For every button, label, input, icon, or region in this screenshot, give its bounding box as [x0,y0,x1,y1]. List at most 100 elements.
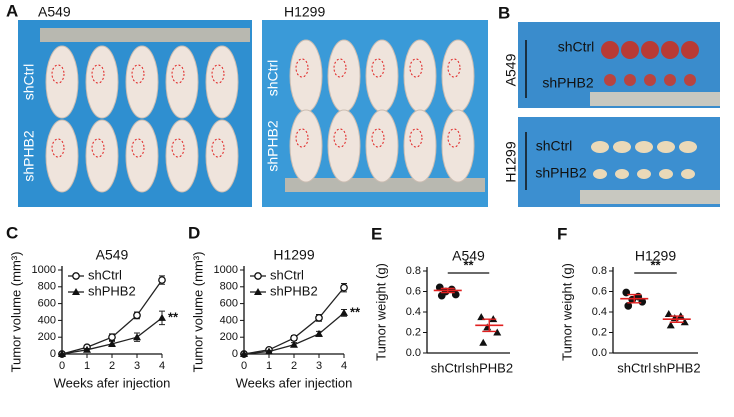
ruler [285,178,485,192]
y-tick-label: 600 [220,298,238,310]
tumor-outline [447,128,461,148]
y-tick-label: 1000 [32,264,56,276]
marker [493,328,502,336]
marker [133,333,141,341]
y-tick-label: 200 [220,331,238,343]
y-tick-label: 0.8 [592,265,607,277]
tumor-outline [131,64,145,84]
ruler [40,28,250,42]
panel-label: A [6,1,18,20]
tumor [664,74,676,86]
tumor [604,74,616,86]
y-tick-label: 0.4 [406,306,421,318]
marker [158,276,166,284]
marker [108,339,116,347]
chart-title: A549 [452,248,485,264]
chart-title: A549 [96,247,129,263]
mouse [45,119,79,193]
tumor [624,74,636,86]
marker [477,313,486,321]
tumor-outline [211,138,225,158]
group-label: shCtrl [265,60,281,97]
legend-marker [72,288,80,295]
y-tick-label: 400 [220,314,238,326]
photo-panels: A B A549 H1299 shCtrl shPHB2 shCtrl shPH… [6,1,720,207]
legend-marker [72,272,80,280]
mouse [125,119,159,193]
marker [638,297,647,306]
marker [435,283,444,292]
tumor-outline [51,64,65,84]
group-label: shCtrl [536,138,573,154]
y-tick-label: 600 [38,298,56,310]
cell-label: H1299 [503,141,519,182]
annotation: ** [650,257,661,272]
mouse [45,45,79,119]
tumor-outline [91,138,105,158]
tumor-outline [333,128,347,148]
panel-label: C [6,223,18,242]
panel-label: B [498,3,510,22]
tumor [635,141,653,153]
tumor [591,141,609,153]
tumor-outline [371,128,385,148]
mouse [441,39,475,113]
tumor [637,169,651,179]
x-tick-label: 2 [109,360,115,372]
group-label: shPHB2 [265,120,281,172]
tumor [601,41,619,59]
y-tick-label: 0.2 [592,326,607,338]
marker [340,308,348,316]
annotation: ** [463,257,474,272]
x-tick-label: shCtrl [617,360,651,375]
sem-bar [627,293,642,304]
marker [158,313,166,321]
panel-label: D [188,223,200,242]
x-tick-label: 0 [59,360,65,372]
y-tick-label: 1000 [214,264,238,276]
tumor [681,169,695,179]
mouse [165,45,199,119]
mouse [441,109,475,183]
marker [664,310,673,318]
tumor-outline [295,58,309,78]
mouse [85,119,119,193]
mouse [289,109,323,183]
tumor [661,41,679,59]
y-tick-label: 400 [38,314,56,326]
tumor-outline [171,138,185,158]
marker [58,350,66,357]
y-tick-label: 200 [38,331,56,343]
x-tick-label: 3 [134,360,140,372]
marker [666,321,675,329]
chart-title: H1299 [273,247,314,263]
group-label: shCtrl [558,39,595,55]
marker [479,338,488,346]
tumor [657,141,675,153]
sem-bar [669,315,684,323]
x-tick-label: shPHB2 [653,360,701,375]
group-label: shCtrl [21,64,37,101]
legend-marker [254,272,262,280]
tumor-outline [371,58,385,78]
marker [624,301,633,310]
annotation: ** [350,304,361,319]
x-tick-label: 4 [159,360,165,372]
y-tick-label: 0 [50,348,56,360]
y-tick-label: 0.4 [592,306,607,318]
y-tick-label: 0.6 [406,285,421,297]
legend-label: shPHB2 [270,283,318,298]
marker [670,314,679,322]
marker [340,283,348,292]
series-line [243,312,345,355]
tumor [679,141,697,153]
cell-label: A549 [503,53,519,86]
y-tick-label: 0.8 [406,265,421,277]
tumor [593,169,607,179]
mouse [125,45,159,119]
y-tick-label: 0.6 [592,285,607,297]
photo-title: H1299 [284,4,325,20]
y-axis-label: Tumor volume (mm³) [8,252,23,373]
tumor-outline [91,64,105,84]
